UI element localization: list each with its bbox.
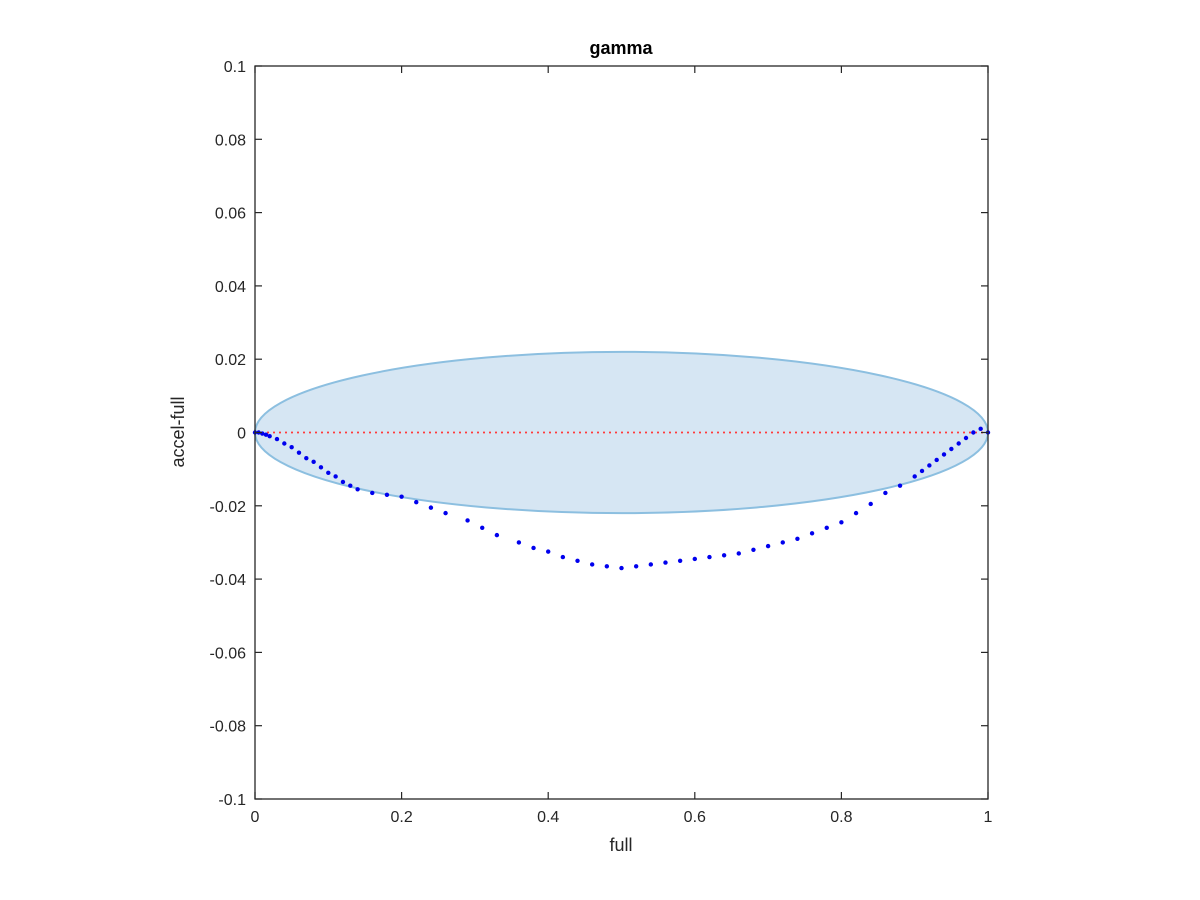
data-point (560, 554, 566, 560)
y-tick-label: 0.06 (215, 206, 246, 223)
data-point (604, 564, 610, 569)
data-point (589, 562, 595, 567)
data-point (274, 436, 280, 442)
data-point (927, 463, 932, 468)
data-point (919, 468, 925, 474)
data-point (619, 565, 624, 571)
data-point (575, 558, 580, 563)
y-tick-label: -0.1 (218, 792, 246, 809)
data-point (736, 551, 741, 556)
data-point (853, 510, 859, 516)
data-point (809, 531, 815, 536)
y-tick-label: 0.1 (224, 59, 246, 76)
data-point (311, 459, 316, 465)
data-point (707, 554, 712, 560)
x-tick-label: 1 (984, 809, 993, 826)
data-point (934, 457, 939, 463)
data-point (340, 479, 346, 485)
data-point (428, 505, 434, 510)
data-point (531, 545, 536, 551)
data-point (348, 483, 353, 488)
x-tick-label: 0.4 (537, 809, 559, 826)
data-point (267, 433, 272, 439)
data-point (494, 532, 500, 538)
data-point (751, 547, 756, 552)
data-point (516, 540, 522, 545)
x-tick-label: 0 (251, 809, 260, 826)
y-tick-label: -0.02 (210, 499, 247, 516)
data-point (971, 430, 976, 435)
data-point (963, 435, 969, 441)
data-point (355, 487, 360, 492)
y-axis-ticks: -0.1 -0.08 -0.06 -0.04 -0.02 0 0.02 0.04 0.06 0.0… (210, 59, 988, 809)
data-point (326, 470, 331, 476)
data-point (795, 536, 800, 541)
data-point (663, 560, 668, 565)
data-point (692, 556, 697, 562)
data-points-layer (252, 426, 991, 571)
data-point (296, 450, 302, 455)
data-point (912, 474, 917, 479)
data-point (399, 494, 404, 499)
data-point (546, 549, 551, 554)
data-point (443, 510, 448, 516)
data-point (648, 562, 654, 567)
data-point (414, 499, 419, 505)
data-point (868, 501, 873, 507)
x-axis-ticks: 0 0.2 0.4 0.6 0.8 1 (251, 66, 993, 826)
y-tick-label: 0.04 (215, 279, 246, 296)
x-tick-label: 0.8 (830, 809, 852, 826)
data-point (465, 518, 470, 523)
data-point (677, 558, 683, 563)
data-point (721, 553, 727, 558)
data-point (956, 441, 961, 446)
chart-title: gamma (589, 38, 653, 58)
y-tick-label: 0 (237, 426, 246, 443)
data-point (633, 564, 639, 569)
x-axis-label: full (609, 835, 632, 855)
data-point (304, 455, 309, 461)
data-point (263, 432, 269, 437)
data-point (765, 543, 771, 549)
y-tick-label: -0.06 (210, 645, 247, 662)
y-axis-label: accel-full (168, 396, 188, 467)
data-point (949, 446, 954, 452)
data-point (824, 525, 829, 530)
data-point (978, 426, 983, 432)
y-tick-label: 0.02 (215, 352, 246, 369)
x-tick-label: 0.2 (390, 809, 412, 826)
data-point (333, 474, 338, 479)
data-point (897, 483, 903, 488)
y-tick-label: -0.04 (210, 572, 247, 589)
data-point (370, 490, 375, 496)
y-tick-label: -0.08 (210, 719, 247, 736)
data-point (780, 540, 785, 545)
data-point (941, 452, 947, 457)
data-point (384, 492, 390, 498)
data-point (289, 444, 294, 450)
data-point (839, 520, 844, 525)
data-point (282, 441, 287, 446)
x-tick-label: 0.6 (684, 809, 706, 826)
data-point (883, 490, 888, 496)
y-tick-label: 0.08 (215, 132, 246, 149)
data-point (318, 465, 324, 470)
data-point (480, 525, 485, 530)
